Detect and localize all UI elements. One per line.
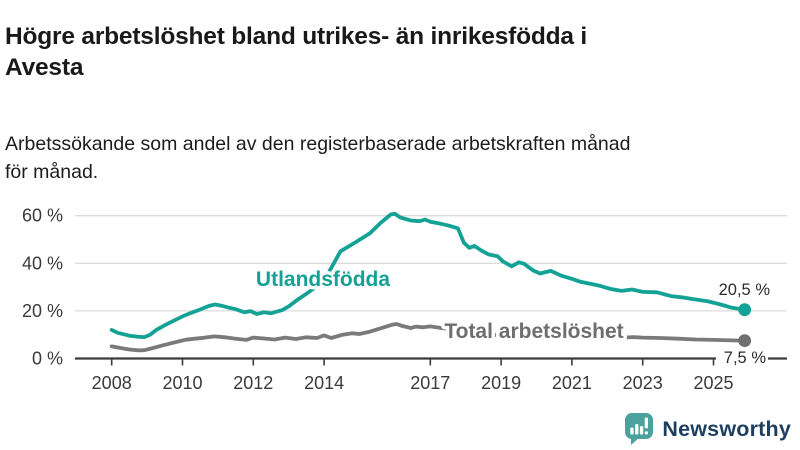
series-line-1: [109, 322, 747, 353]
x-tick-label: 2010: [162, 373, 202, 393]
newsworthy-logo: Newsworthy: [624, 412, 791, 446]
y-tick-label: 60 %: [22, 206, 63, 226]
chart-title-line2: Avesta: [5, 54, 84, 82]
end-value-label-1: 7,5 %: [724, 349, 767, 367]
chart-subtitle-line1: Arbetssökande som andel av den registerb…: [5, 132, 631, 155]
x-tick-label: 2012: [233, 373, 273, 393]
end-label-backplate: [716, 349, 768, 367]
x-tick-label: 2014: [304, 373, 344, 393]
chart-subtitle-line2: för månad.: [5, 160, 99, 183]
series-end-dot-1: [738, 334, 752, 348]
x-tick-label: 2023: [623, 373, 663, 393]
newsworthy-logo-text: Newsworthy: [662, 416, 791, 441]
series-end-dot-0: [738, 303, 752, 317]
chart-subtitle: Arbetssökande som andel av den registerb…: [5, 130, 765, 186]
series-label-0: Utlandsfödda: [256, 268, 390, 291]
x-tick-label: 2019: [481, 373, 521, 393]
y-tick-label: 20 %: [22, 301, 63, 321]
series-line-0: [109, 211, 747, 340]
x-tick-label: 2008: [92, 373, 132, 393]
x-tick-label: 2025: [693, 373, 733, 393]
x-tick-label: 2017: [410, 373, 450, 393]
end-value-label-0: 20,5 %: [719, 281, 771, 299]
y-tick-label: 0 %: [32, 349, 63, 369]
y-tick-label: 40 %: [22, 253, 63, 273]
series-label-1: Total arbetslöshet: [444, 320, 623, 343]
chart-title: Högre arbetslöshet bland utrikes- än inr…: [5, 21, 750, 83]
newsworthy-logo-icon: [625, 413, 654, 445]
chart-title-line1: Högre arbetslöshet bland utrikes- än inr…: [5, 23, 588, 51]
x-tick-label: 2021: [552, 373, 592, 393]
